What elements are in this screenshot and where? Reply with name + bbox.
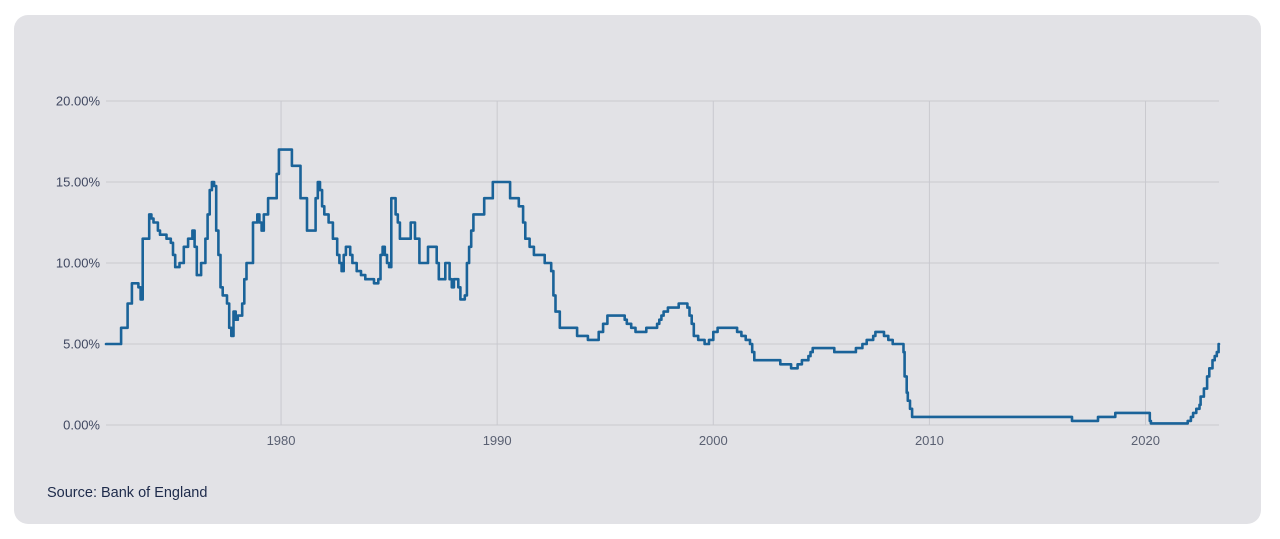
x-tick-label: 2000	[699, 433, 728, 448]
y-tick-label: 0.00%	[63, 418, 100, 433]
y-tick-label: 15.00%	[56, 175, 101, 190]
gridlines	[106, 100, 1219, 426]
y-tick-label: 5.00%	[63, 337, 100, 352]
y-tick-label: 10.00%	[56, 256, 101, 271]
x-tick-label: 1990	[483, 433, 512, 448]
x-tick-label: 1980	[267, 433, 296, 448]
source-caption: Source: Bank of England	[47, 485, 208, 501]
x-tick-label: 2010	[915, 433, 944, 448]
y-tick-label: 20.00%	[56, 94, 101, 109]
chart-card	[14, 15, 1261, 524]
bank-rate-series-line	[104, 148, 1221, 425]
x-tick-label: 2020	[1131, 433, 1160, 448]
y-axis-ticks: 20.00% 15.00% 10.00% 5.00% 0.00%	[56, 94, 101, 433]
x-axis-ticks: 1980 1990 2000 2010 2020	[267, 433, 1160, 448]
